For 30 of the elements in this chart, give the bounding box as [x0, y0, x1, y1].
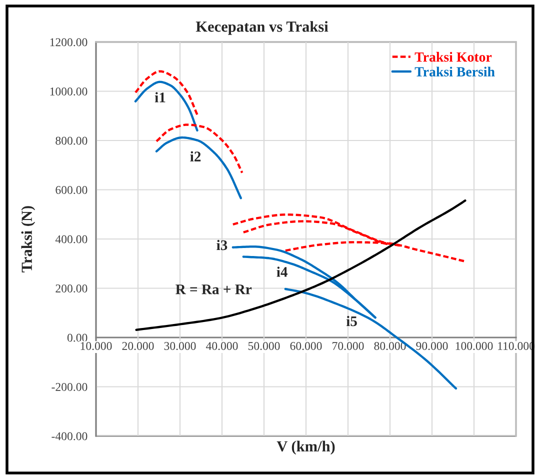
x-tick-label: 40.000	[206, 342, 238, 350]
x-tick-label: 100.000	[456, 342, 493, 350]
y-tick-label: -400.00	[52, 432, 88, 440]
x-tick-label: 80.000	[374, 342, 406, 350]
annotation: i5	[346, 316, 357, 326]
x-tick-label: 10.000	[80, 342, 112, 350]
y-tick-label: -200.00	[52, 382, 88, 392]
y-tick-label: 600.00	[56, 186, 88, 194]
x-tick-label: 90.000	[416, 342, 448, 350]
y-tick-label: 200.00	[56, 284, 88, 293]
y-axis-title: Traksi (N)	[21, 206, 36, 272]
x-tick-label: 50.000	[248, 342, 280, 350]
annotation: i4	[276, 266, 288, 277]
annotation: i3	[216, 240, 228, 250]
y-tick-label: 1000.00	[50, 87, 88, 96]
x-tick-label: 20.000	[122, 342, 154, 350]
x-tick-label: 30.000	[164, 342, 196, 350]
legend-label: Traksi Kotor	[414, 52, 492, 62]
chart-title: Kecepatan vs Traksi	[196, 21, 328, 35]
annotation: i1	[154, 92, 166, 102]
annotation: R = Ra + Rr	[176, 284, 252, 294]
annotation: i2	[190, 151, 201, 162]
x-tick-label: 60.000	[290, 342, 322, 350]
x-axis-title: V (km/h)	[276, 440, 335, 455]
x-tick-label: 70.000	[332, 342, 364, 350]
y-tick-label: 800.00	[56, 136, 88, 145]
y-tick-label: 400.00	[55, 235, 88, 244]
legend-label: Traksi Bersih	[414, 66, 495, 76]
y-tick-label: 0.00	[67, 334, 88, 342]
y-tick-label: 1200.00	[50, 38, 88, 46]
